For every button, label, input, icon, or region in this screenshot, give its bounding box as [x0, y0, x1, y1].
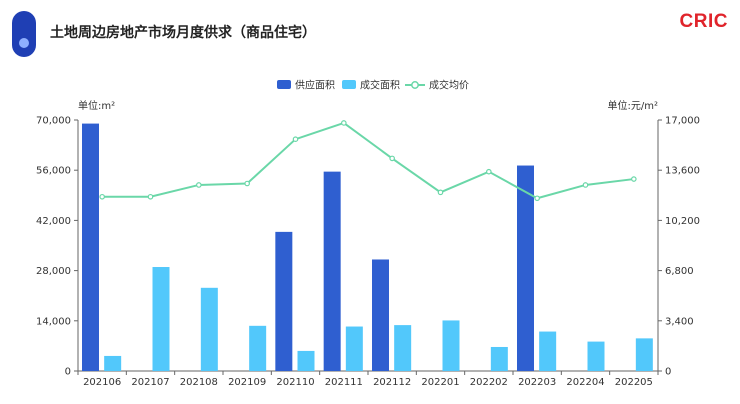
- supply-bar-202106: [82, 123, 99, 371]
- x-axis-tick-label: 202205: [615, 377, 653, 388]
- left-axis-tick-label: 42,000: [36, 216, 71, 227]
- right-axis-unit: 单位:元/m²: [608, 99, 659, 112]
- deal-bar-202203: [539, 331, 557, 371]
- price-point-202112: [389, 155, 395, 162]
- price-line: [102, 121, 634, 200]
- x-axis-tick-label: 202110: [276, 377, 314, 388]
- price-point-202201: [437, 189, 444, 196]
- x-axis-tick-label: 202204: [566, 377, 604, 388]
- price-point-202109: [244, 180, 250, 187]
- deal-bar-202202: [490, 346, 508, 371]
- page-title: 土地周边房地产市场月度供求（商品住宅）: [50, 25, 316, 41]
- price-point-202106: [99, 193, 105, 200]
- deal-bar-202106: [104, 355, 122, 371]
- right-axis-tick-label: 13,600: [665, 166, 700, 177]
- left-axis-tick-label: 0: [65, 367, 71, 378]
- left-axis-tick-label: 14,000: [36, 316, 71, 327]
- price-point-202111: [341, 120, 347, 126]
- brand-logo: CRIC: [679, 11, 728, 32]
- price-point-202110: [292, 136, 299, 142]
- x-axis-tick-label: 202203: [518, 377, 556, 388]
- x-axis-tick-label: 202111: [325, 377, 363, 388]
- legend-swatch-deal: [342, 80, 356, 89]
- legend-swatch-price-point: [411, 81, 419, 89]
- x-axis-tick-label: 202202: [470, 377, 508, 388]
- left-axis-unit: 单位:m²: [78, 99, 115, 112]
- supply-bar-202112: [372, 259, 389, 371]
- right-axis-tick-label: 10,200: [665, 216, 700, 227]
- deal-bar-202108: [200, 287, 218, 371]
- x-axis-tick-label: 202112: [373, 377, 411, 388]
- supply-bar-202203: [517, 165, 534, 371]
- legend-label-deal: 成交面积: [360, 79, 400, 92]
- price-point-202108: [196, 182, 202, 188]
- deal-bar-202204: [587, 341, 605, 371]
- supply-bar-202110: [275, 231, 293, 371]
- deal-bar-202111: [345, 326, 363, 371]
- legend-label-price: 成交均价: [429, 79, 469, 92]
- deal-bar-202107: [152, 267, 170, 371]
- right-axis-tick-label: 3,400: [665, 316, 694, 327]
- x-axis-tick-label: 202109: [228, 377, 266, 388]
- price-point-202202: [486, 168, 492, 175]
- deal-bar-202201: [442, 320, 460, 371]
- deal-bar-202205: [635, 338, 653, 371]
- price-point-202205: [631, 176, 637, 182]
- legend-swatch-supply: [277, 80, 291, 89]
- x-axis-tick-label: 202107: [131, 377, 169, 388]
- price-point-202107: [147, 193, 154, 200]
- left-axis-tick-label: 56,000: [36, 166, 71, 177]
- x-axis-tick-label: 202106: [83, 377, 121, 388]
- price-point-202203: [534, 195, 540, 202]
- deal-bar-202109: [249, 325, 267, 371]
- deal-bar-202112: [394, 325, 412, 371]
- right-axis-tick-label: 17,000: [665, 116, 700, 127]
- supply-bar-202111: [323, 171, 341, 371]
- x-axis-tick-label: 202108: [180, 377, 218, 388]
- price-point-202204: [582, 182, 589, 188]
- deal-bar-202110: [297, 350, 315, 371]
- title-accent-dot: [19, 38, 29, 48]
- title-accent-pill: [12, 11, 36, 57]
- x-axis-tick-label: 202201: [421, 377, 459, 388]
- legend-label-supply: 供应面积: [295, 79, 335, 92]
- right-axis-tick-label: 0: [665, 367, 671, 378]
- right-axis-tick-label: 6,800: [665, 266, 694, 277]
- left-axis-tick-label: 28,000: [36, 266, 71, 277]
- left-axis-tick-label: 70,000: [36, 116, 71, 127]
